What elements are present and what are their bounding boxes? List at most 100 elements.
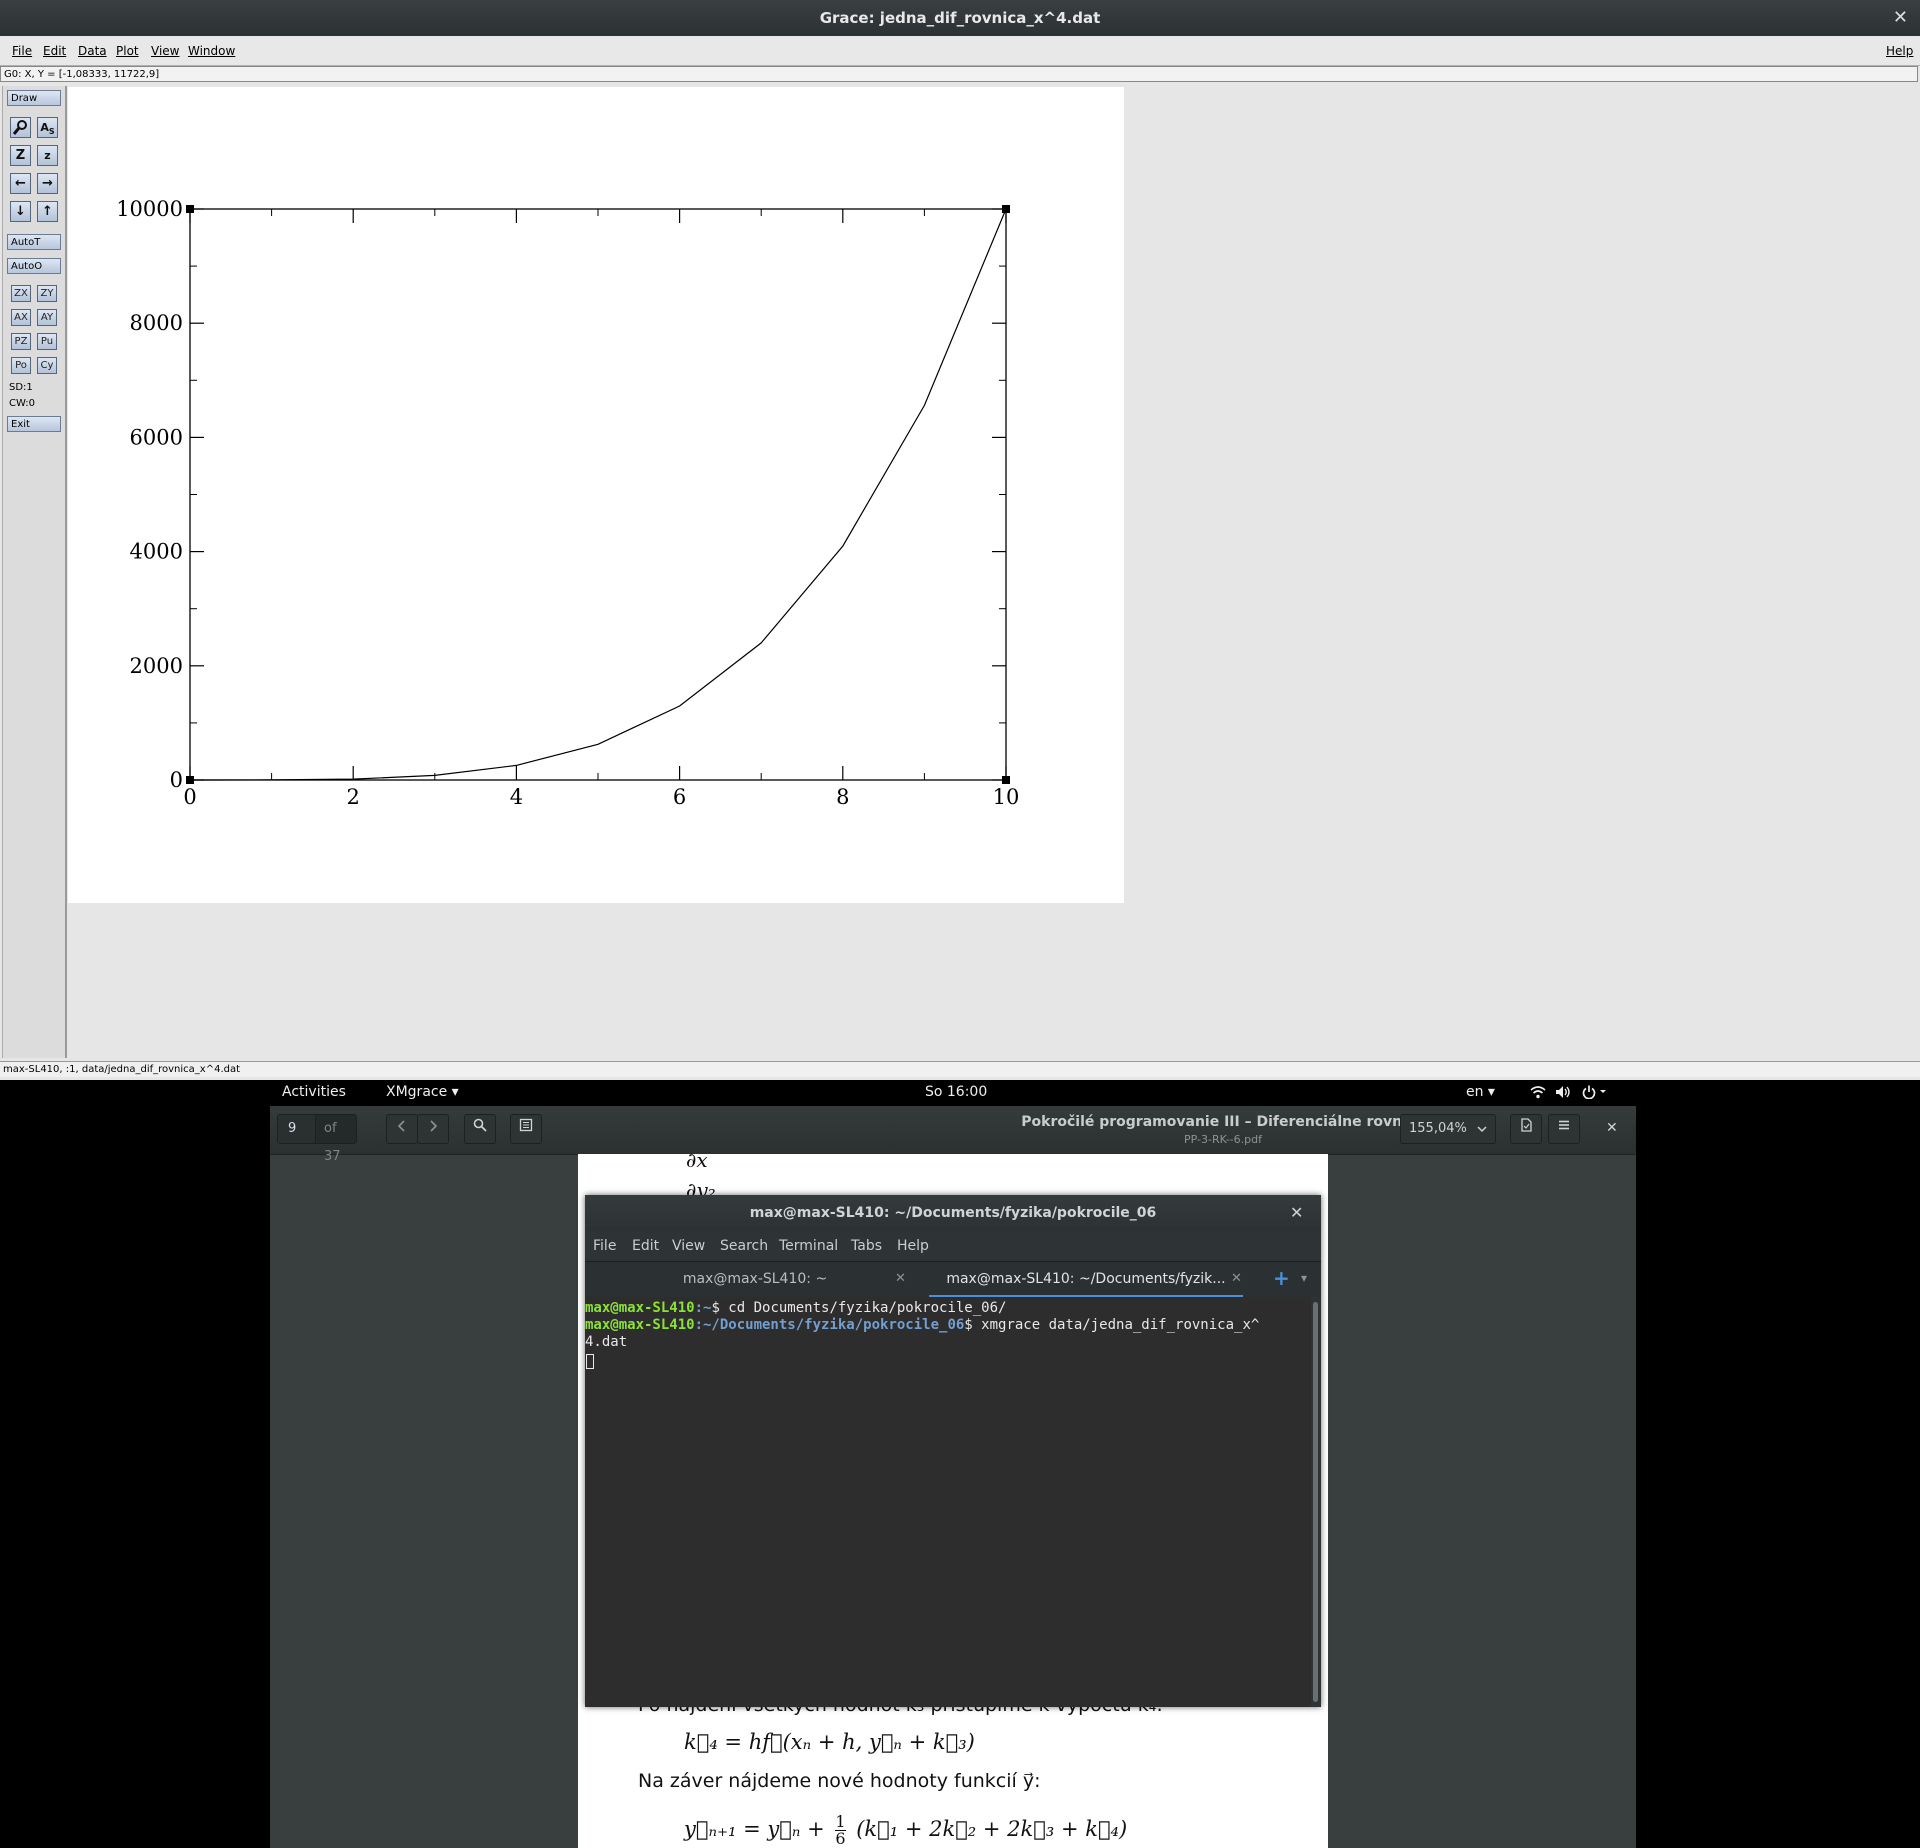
wifi-icon[interactable] xyxy=(1530,1085,1546,1103)
close-icon[interactable]: ✕ xyxy=(895,1271,906,1286)
terminal-output[interactable]: max@max-SL410:~$ cd Documents/fyzika/pok… xyxy=(585,1297,1311,1707)
zoom-icon[interactable] xyxy=(10,117,31,138)
hamburger-icon xyxy=(1559,1120,1569,1130)
terminal-menu-view[interactable]: View xyxy=(672,1238,706,1254)
app-menu[interactable]: XMgrace ▾ xyxy=(386,1084,459,1100)
tab-menu-icon[interactable]: ▾ xyxy=(1301,1271,1308,1285)
autoscale-text-icon[interactable]: AS xyxy=(37,117,58,138)
y-tick-label: 2000 xyxy=(130,654,183,678)
search-button[interactable] xyxy=(464,1114,496,1144)
selection-handle xyxy=(186,205,194,213)
zy-button[interactable]: ZY xyxy=(37,285,57,302)
menu-window[interactable]: Window xyxy=(188,44,236,58)
tab-label: max@max-SL410: ~/Documents/fyzik... xyxy=(946,1271,1226,1287)
plot-frame xyxy=(189,208,1007,781)
grace-window: Grace: jedna_dif_rovnica_x^4.dat ✕ File … xyxy=(0,0,1920,1080)
cy-button[interactable]: Cy xyxy=(37,357,57,374)
yn1-equation: y⃗ₙ₊₁ = y⃗ₙ + 1 6 (k⃗₁ + 2k⃗₂ + 2k⃗₃ + k… xyxy=(684,1814,1127,1847)
y-tick-label: 8000 xyxy=(130,311,183,335)
language-indicator[interactable]: en ▾ xyxy=(1466,1084,1495,1100)
chevron-left-icon xyxy=(397,1120,405,1132)
autot-button[interactable]: AutoT xyxy=(7,234,61,250)
terminal-menu-help[interactable]: Help xyxy=(897,1238,929,1254)
yn1-lhs: y⃗ₙ₊₁ = y⃗ₙ + xyxy=(684,1817,832,1841)
zoom-dropdown[interactable]: 155,04% xyxy=(1400,1114,1496,1144)
exit-button[interactable]: Exit xyxy=(7,416,61,432)
set-display-label: SD:1 xyxy=(9,382,33,393)
menu-button[interactable] xyxy=(1548,1114,1580,1144)
x-tick-label: 2 xyxy=(347,785,360,809)
pu-button[interactable]: Pu xyxy=(37,333,57,350)
menu-plot[interactable]: Plot xyxy=(116,44,139,58)
zoom-in-icon[interactable]: Z xyxy=(10,145,31,166)
partial-derivative-1: ∂x xyxy=(686,1148,708,1172)
document-title: Pokročilé programovanie III – Diferenciá… xyxy=(1021,1114,1425,1130)
annotate-button[interactable] xyxy=(1510,1114,1542,1144)
current-world-label: CW:0 xyxy=(9,398,36,409)
arrow-down-icon[interactable]: ↓ xyxy=(10,201,31,222)
k4-equation: k⃗₄ = hf⃗(xₙ + h, y⃗ₙ + k⃗₃) xyxy=(684,1730,975,1754)
terminal-title[interactable]: max@max-SL410: ~/Documents/fyzika/pokroc… xyxy=(585,1195,1321,1231)
tab-home[interactable]: max@max-SL410: ~ xyxy=(585,1262,925,1298)
close-icon[interactable]: ✕ xyxy=(1606,1120,1618,1136)
menu-file[interactable]: File xyxy=(12,44,33,58)
page-number-input[interactable]: 9 xyxy=(278,1115,316,1143)
fraction-denominator: 6 xyxy=(835,1829,846,1848)
x-tick-label: 0 xyxy=(183,785,196,809)
document-icon xyxy=(1521,1118,1532,1132)
terminal-menu-tabs[interactable]: Tabs xyxy=(851,1238,882,1254)
grace-titlebar[interactable]: Grace: jedna_dif_rovnica_x^4.dat ✕ xyxy=(0,0,1920,36)
activities-button[interactable]: Activities xyxy=(282,1084,346,1100)
pdf-headerbar: 9 of 37 Pokročilé programovanie III – Di… xyxy=(270,1106,1636,1164)
prompt-path: :~ xyxy=(694,1300,712,1316)
next-page-button[interactable] xyxy=(417,1114,449,1144)
menu-edit[interactable]: Edit xyxy=(43,44,67,58)
clock[interactable]: So 16:00 xyxy=(925,1084,988,1100)
x-tick-label: 6 xyxy=(673,785,686,809)
search-icon xyxy=(473,1118,487,1132)
previous-page-button[interactable] xyxy=(386,1114,418,1144)
tab-pokrocile[interactable]: max@max-SL410: ~/Documents/fyzik... xyxy=(929,1262,1243,1298)
menu-view[interactable]: View xyxy=(151,44,180,58)
sidebar-button[interactable] xyxy=(510,1114,542,1144)
autoo-button[interactable]: AutoO xyxy=(7,258,61,274)
arrow-right-icon[interactable]: → xyxy=(37,173,58,194)
close-icon[interactable]: ✕ xyxy=(1231,1271,1242,1286)
arrow-left-icon[interactable]: ← xyxy=(10,173,31,194)
page-entry-group: 9 of 37 xyxy=(277,1114,357,1164)
menu-help[interactable]: Help xyxy=(1886,44,1914,58)
ay-button[interactable]: AY xyxy=(37,309,57,326)
po-button[interactable]: Po xyxy=(11,357,31,374)
close-icon[interactable]: ✕ xyxy=(1892,7,1908,28)
fraction-numerator: 1 xyxy=(835,1812,846,1831)
plot-canvas[interactable]: 0 2 4 6 8 10 0 2000 4000 6000 8000 10000 xyxy=(68,87,1124,903)
volume-icon[interactable] xyxy=(1555,1085,1571,1103)
chevron-right-icon xyxy=(430,1120,438,1132)
terminal-menu-edit[interactable]: Edit xyxy=(632,1238,660,1254)
power-icon[interactable] xyxy=(1582,1085,1608,1103)
chart: 0 2 4 6 8 10 0 2000 4000 6000 8000 10000 xyxy=(116,197,1020,809)
x-tick-label: 10 xyxy=(993,785,1020,809)
terminal-menu-search[interactable]: Search xyxy=(720,1238,769,1254)
zoom-out-icon[interactable]: z xyxy=(37,145,58,166)
new-tab-icon[interactable]: + xyxy=(1273,1266,1290,1290)
pz-button[interactable]: PZ xyxy=(11,333,31,350)
window-title: Grace: jedna_dif_rovnica_x^4.dat xyxy=(819,9,1101,27)
terminal-menu-file[interactable]: File xyxy=(593,1238,617,1254)
tab-label: max@max-SL410: ~ xyxy=(682,1271,828,1287)
terminal-line: max@max-SL410:~/Documents/fyzika/pokroci… xyxy=(585,1317,1259,1334)
terminal-menu-terminal[interactable]: Terminal xyxy=(779,1238,839,1254)
menu-data[interactable]: Data xyxy=(78,44,107,58)
chevron-down-icon xyxy=(1477,1126,1487,1133)
locator-bar: G0: X, Y = [-1,08333, 11722,9] xyxy=(0,66,1918,82)
gnome-topbar: Activities XMgrace ▾ So 16:00 en ▾ xyxy=(0,1080,1920,1106)
prompt-user: max@max-SL410 xyxy=(585,1317,695,1333)
arrow-up-icon[interactable]: ↑ xyxy=(37,201,58,222)
yn1-rhs: (k⃗₁ + 2k⃗₂ + 2k⃗₃ + k⃗₄) xyxy=(856,1817,1128,1841)
y-tick-label: 4000 xyxy=(130,540,183,564)
ax-button[interactable]: AX xyxy=(11,309,31,326)
zx-button[interactable]: ZX xyxy=(11,285,31,302)
draw-button[interactable]: Draw xyxy=(7,90,61,106)
scrollbar-thumb[interactable] xyxy=(1313,1302,1318,1702)
close-icon[interactable]: ✕ xyxy=(1290,1203,1304,1222)
